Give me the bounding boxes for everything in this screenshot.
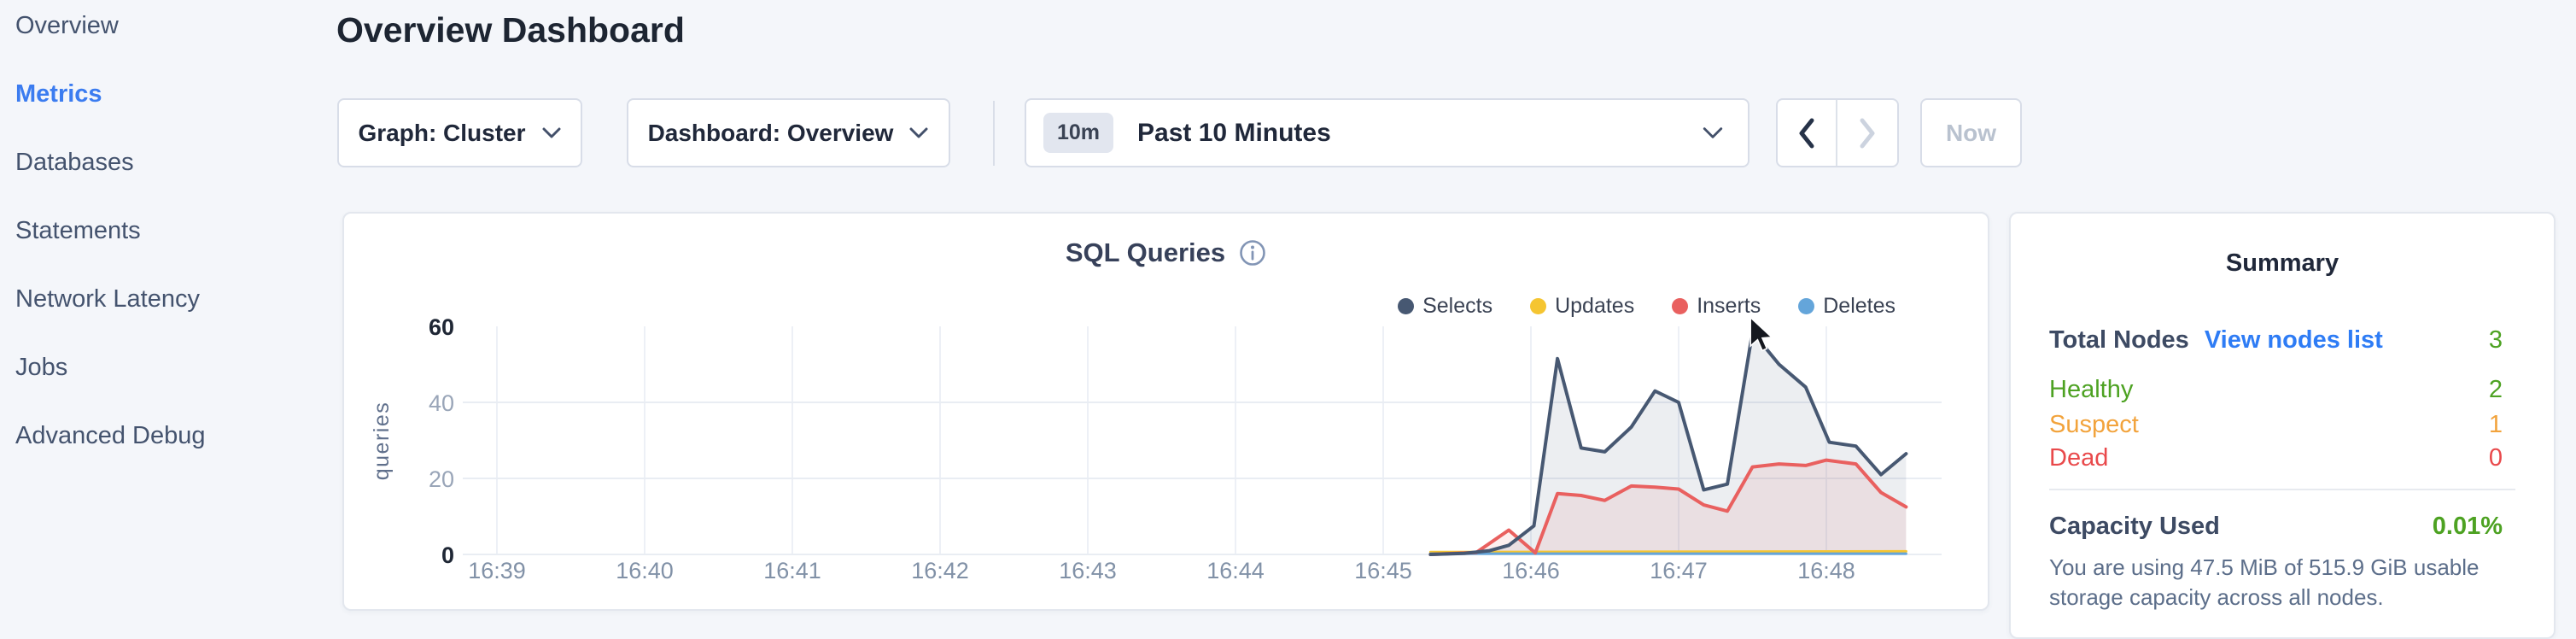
series-area-inserts [1430, 460, 1907, 554]
x-tick-label: 16:42 [911, 558, 969, 583]
legend-dot-inserts [1672, 298, 1689, 314]
summary-panel: Summary Total Nodes View nodes list 3 He… [2009, 212, 2556, 639]
legend-label: Deletes [1823, 294, 1895, 318]
info-icon[interactable] [1239, 239, 1266, 267]
chart-title-row: SQL Queries [344, 237, 1988, 268]
healthy-label: Healthy [2049, 376, 2134, 403]
time-range-label: Past 10 Minutes [1137, 118, 1331, 147]
capacity-used-value: 0.01% [2432, 513, 2503, 540]
graph-scope-label: Graph: Cluster [358, 119, 526, 146]
sidebar-item-advanced-debug[interactable]: Advanced Debug [15, 422, 206, 449]
x-tick-label: 16:39 [468, 558, 526, 583]
summary-divider [2049, 489, 2515, 490]
total-nodes-row: Total Nodes View nodes list 3 [2049, 326, 2503, 355]
dashboard-label: Dashboard: Overview [647, 119, 894, 146]
y-tick-label: 0 [441, 542, 454, 568]
suspect-nodes-row: Suspect 1 [2049, 411, 2503, 439]
dead-nodes-row: Dead 0 [2049, 444, 2503, 472]
chevron-down-icon [909, 127, 928, 138]
dead-value: 0 [2488, 444, 2503, 472]
x-tick-label: 16:47 [1650, 558, 1708, 583]
time-shift-back-button[interactable] [1778, 100, 1838, 166]
capacity-used-row: Capacity Used 0.01% [2049, 513, 2503, 541]
healthy-nodes-row: Healthy 2 [2049, 376, 2503, 404]
chevron-down-icon [1703, 126, 1723, 138]
y-tick-label: 40 [429, 390, 454, 416]
sql-queries-chart-svg: 16:39 16:40 16:41 16:42 16:43 16:44 16:45 16:46… [370, 314, 1942, 583]
series-line-selects [1428, 330, 1908, 556]
legend-label: Inserts [1697, 294, 1761, 318]
x-tick-label: 16:44 [1206, 558, 1265, 583]
series-area-selects [1430, 331, 1907, 554]
controls-divider [993, 101, 995, 166]
time-shift-forward-button[interactable] [1837, 100, 1897, 166]
legend-dot-selects [1398, 298, 1415, 314]
chart-legend: Selects Updates Inserts Deletes [1398, 294, 1895, 319]
sidebar-item-statements[interactable]: Statements [15, 217, 141, 244]
x-tick-label: 16:43 [1059, 558, 1117, 583]
time-range-badge: 10m [1043, 113, 1114, 153]
chevron-left-icon [1799, 118, 1814, 148]
view-nodes-list-link[interactable]: View nodes list [2204, 326, 2383, 354]
x-tick-label: 16:45 [1354, 558, 1412, 583]
legend-item-selects[interactable]: Selects [1398, 294, 1492, 319]
time-range-dropdown[interactable]: 10m Past 10 Minutes [1025, 98, 1749, 167]
chart-title: SQL Queries [1065, 237, 1226, 267]
legend-item-updates[interactable]: Updates [1530, 294, 1634, 319]
suspect-label: Suspect [2049, 411, 2139, 438]
suspect-value: 1 [2488, 411, 2503, 438]
now-button-label: Now [1945, 119, 1997, 146]
y-axis-label: queries [370, 402, 394, 481]
legend-dot-updates [1530, 298, 1547, 314]
legend-dot-deletes [1798, 298, 1815, 314]
y-tick-label: 60 [429, 314, 454, 340]
sql-queries-chart-card: SQL Queries Selects Updates Inserts Deletes… [342, 212, 1989, 611]
legend-item-deletes[interactable]: Deletes [1798, 294, 1895, 319]
sidebar-item-databases[interactable]: Databases [15, 149, 134, 176]
chevron-down-icon [542, 127, 561, 138]
dead-label: Dead [2049, 444, 2109, 472]
series-line-inserts [1428, 458, 1908, 556]
x-tick-label: 16:41 [763, 558, 821, 583]
dashboard-dropdown[interactable]: Dashboard: Overview [627, 98, 950, 167]
x-tick-label: 16:46 [1502, 558, 1560, 583]
time-shift-button-group [1776, 98, 1899, 167]
graph-scope-dropdown[interactable]: Graph: Cluster [337, 98, 582, 167]
legend-label: Selects [1422, 294, 1493, 318]
y-tick-label: 20 [429, 466, 454, 492]
x-tick-label: 16:40 [616, 558, 674, 583]
legend-item-inserts[interactable]: Inserts [1672, 294, 1761, 319]
sidebar-item-metrics[interactable]: Metrics [15, 80, 102, 108]
sidebar-nav: Overview Metrics Databases Statements Networ… [0, 0, 336, 624]
total-nodes-label: Total Nodes [2049, 326, 2189, 354]
capacity-used-label: Capacity Used [2049, 513, 2220, 540]
sidebar-item-network-latency[interactable]: Network Latency [15, 285, 200, 313]
sidebar-item-overview[interactable]: Overview [15, 12, 119, 39]
sidebar-item-jobs[interactable]: Jobs [15, 354, 68, 381]
page-title: Overview Dashboard [336, 10, 685, 50]
chevron-right-icon [1860, 118, 1875, 148]
summary-title: Summary [2225, 249, 2339, 277]
series-line-updates [1428, 549, 1907, 554]
legend-label: Updates [1555, 294, 1635, 318]
x-tick-label: 16:48 [1797, 558, 1855, 583]
healthy-value: 2 [2488, 376, 2503, 403]
total-nodes-value: 3 [2488, 326, 2503, 354]
now-button[interactable]: Now [1920, 98, 2022, 167]
capacity-description: You are using 47.5 MiB of 515.9 GiB usab… [2049, 554, 2480, 610]
